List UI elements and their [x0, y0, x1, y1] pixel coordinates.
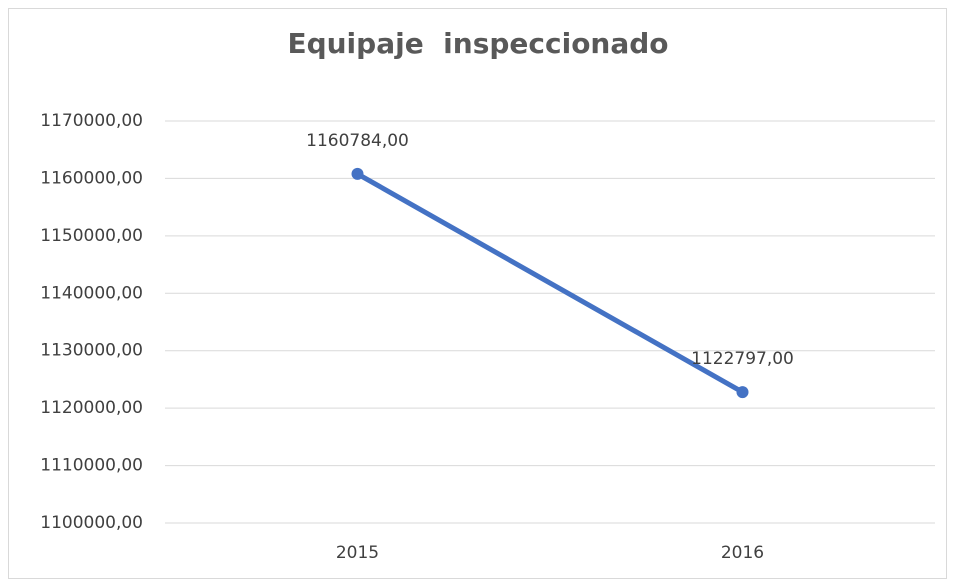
y-tick-label: 1160000,00	[40, 168, 143, 188]
y-tick-label: 1150000,00	[40, 226, 143, 246]
x-tick-label: 2016	[721, 543, 764, 563]
marker	[351, 167, 364, 180]
data-label: 1122797,00	[691, 349, 794, 369]
marker	[736, 386, 749, 399]
data-label: 1160784,00	[306, 131, 409, 151]
chart-title: Equipaje inspeccionado	[287, 27, 668, 60]
y-tick-label: 1140000,00	[40, 283, 143, 303]
y-tick-label: 1170000,00	[40, 111, 143, 131]
y-tick-label: 1110000,00	[40, 456, 143, 476]
y-tick-label: 1120000,00	[40, 398, 143, 418]
y-tick-label: 1130000,00	[40, 341, 143, 361]
x-tick-label: 2015	[336, 543, 379, 563]
line	[355, 171, 745, 395]
y-tick-label: 1100000,00	[40, 513, 143, 533]
